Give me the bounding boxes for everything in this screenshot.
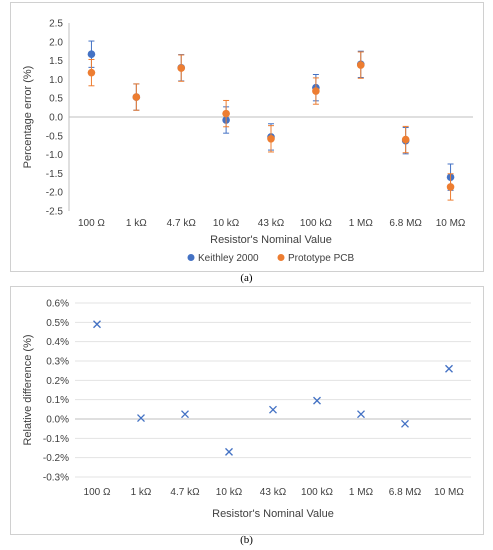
prototype-point (132, 93, 141, 101)
prototype-point (87, 68, 96, 77)
legend-keithley-marker (187, 254, 195, 261)
chart-b-panel: 0.6% 0.5% 0.4% 0.3% 0.2% 0.1% 0.0% -0.1% -0.2% -0… (10, 286, 484, 535)
y-tick-label: 0.4% (46, 337, 69, 348)
x-axis-title: Resistor's Nominal Value (210, 234, 332, 246)
keithley-point (87, 50, 96, 59)
chart-a-panel: 2.5 2.0 1.5 1.0 0.5 0.0 -0.5 -1.0 -1.5 -2.0 -2.5 10… (10, 2, 484, 272)
x-tick-label: 100 Ω (78, 218, 105, 229)
data-point (445, 364, 453, 373)
x-tick-label: 43 kΩ (258, 218, 285, 229)
data-point (137, 414, 145, 422)
x-tick-label: 4.7 kΩ (167, 218, 197, 229)
data-point (181, 410, 189, 419)
data-point (357, 410, 365, 419)
x-tick-label: 10 MΩ (436, 218, 466, 229)
y-tick-label: 1.5 (49, 56, 63, 67)
prototype-point (177, 64, 186, 72)
y-tick-label: 0.1% (46, 395, 69, 406)
y-tick-label: -2.0 (46, 188, 64, 199)
y-tick-label: -1.0 (46, 150, 64, 161)
y-tick-label: -0.2% (43, 453, 69, 464)
x-tick-label: 4.7 kΩ (170, 487, 200, 498)
x-marker-stroke (357, 410, 365, 419)
y-axis-title: Percentage error (%) (22, 66, 34, 169)
x-tick-label: 10 kΩ (216, 487, 243, 498)
x-tick-label: 100 Ω (84, 487, 111, 498)
x-axis-title: Resistor's Nominal Value (212, 508, 334, 520)
y-tick-label: 2.0 (49, 37, 63, 48)
y-tick-label: 0.2% (46, 376, 69, 387)
x-marker-stroke (401, 419, 409, 428)
x-tick-label: 100 kΩ (300, 218, 332, 229)
data-point (313, 396, 321, 405)
x-tick-label: 43 kΩ (260, 487, 287, 498)
prototype-point (446, 183, 455, 191)
y-tick-label: -0.1% (43, 434, 69, 445)
chart-a: 2.5 2.0 1.5 1.0 0.5 0.0 -0.5 -1.0 -1.5 -2.0 -2.5 10… (22, 19, 473, 264)
y-tick-label: 0.5 (49, 94, 63, 105)
prototype-point (312, 87, 320, 95)
y-tick-label: 0.0% (46, 415, 69, 426)
prototype-point (222, 109, 230, 118)
prototype-point (267, 135, 275, 143)
y-tick-label: -0.3% (43, 473, 69, 484)
y-tick-label: 0.5% (46, 318, 69, 329)
x-tick-label: 1 MΩ (349, 487, 374, 498)
chart-a-caption: (a) (240, 272, 253, 284)
data-point (93, 320, 101, 329)
y-tick-label: 1.0 (49, 75, 63, 86)
x-marker-stroke (225, 447, 233, 456)
x-tick-label: 1 kΩ (126, 218, 147, 229)
x-tick-label: 10 kΩ (213, 218, 240, 229)
x-tick-label: 10 MΩ (434, 487, 464, 498)
x-tick-label: 6.8 MΩ (389, 487, 422, 498)
y-axis-title: Relative difference (%) (22, 334, 34, 445)
x-marker-stroke (137, 414, 145, 422)
y-tick-label: 0.6% (46, 299, 69, 310)
legend-keithley-label: Keithley 2000 (198, 253, 259, 264)
y-tick-label: -2.5 (46, 207, 64, 218)
y-tick-label: -1.5 (46, 169, 64, 180)
y-tick-label: 0.3% (46, 357, 69, 368)
x-tick-label: 6.8 MΩ (389, 218, 422, 229)
prototype-point (356, 61, 365, 69)
x-marker-stroke (93, 320, 101, 329)
data-point (401, 419, 409, 428)
y-tick-label: -0.5 (46, 131, 64, 142)
x-marker-stroke (313, 396, 321, 405)
chart-b: 0.6% 0.5% 0.4% 0.3% 0.2% 0.1% 0.0% -0.1% -0.2% -0… (22, 299, 471, 520)
y-tick-label: 2.5 (49, 19, 63, 30)
x-marker-stroke (269, 405, 277, 414)
data-point (269, 405, 277, 414)
prototype-point (401, 135, 410, 144)
y-tick-label: 0.0 (49, 113, 63, 124)
x-marker-stroke (445, 364, 453, 373)
x-marker-stroke (181, 410, 189, 419)
x-tick-label: 1 kΩ (131, 487, 152, 498)
legend-prototype-label: Prototype PCB (288, 253, 354, 264)
data-point (225, 447, 233, 456)
x-tick-label: 100 kΩ (301, 487, 333, 498)
chart-b-caption: (b) (240, 534, 253, 546)
legend-prototype-marker (277, 254, 285, 261)
x-tick-label: 1 MΩ (349, 218, 374, 229)
